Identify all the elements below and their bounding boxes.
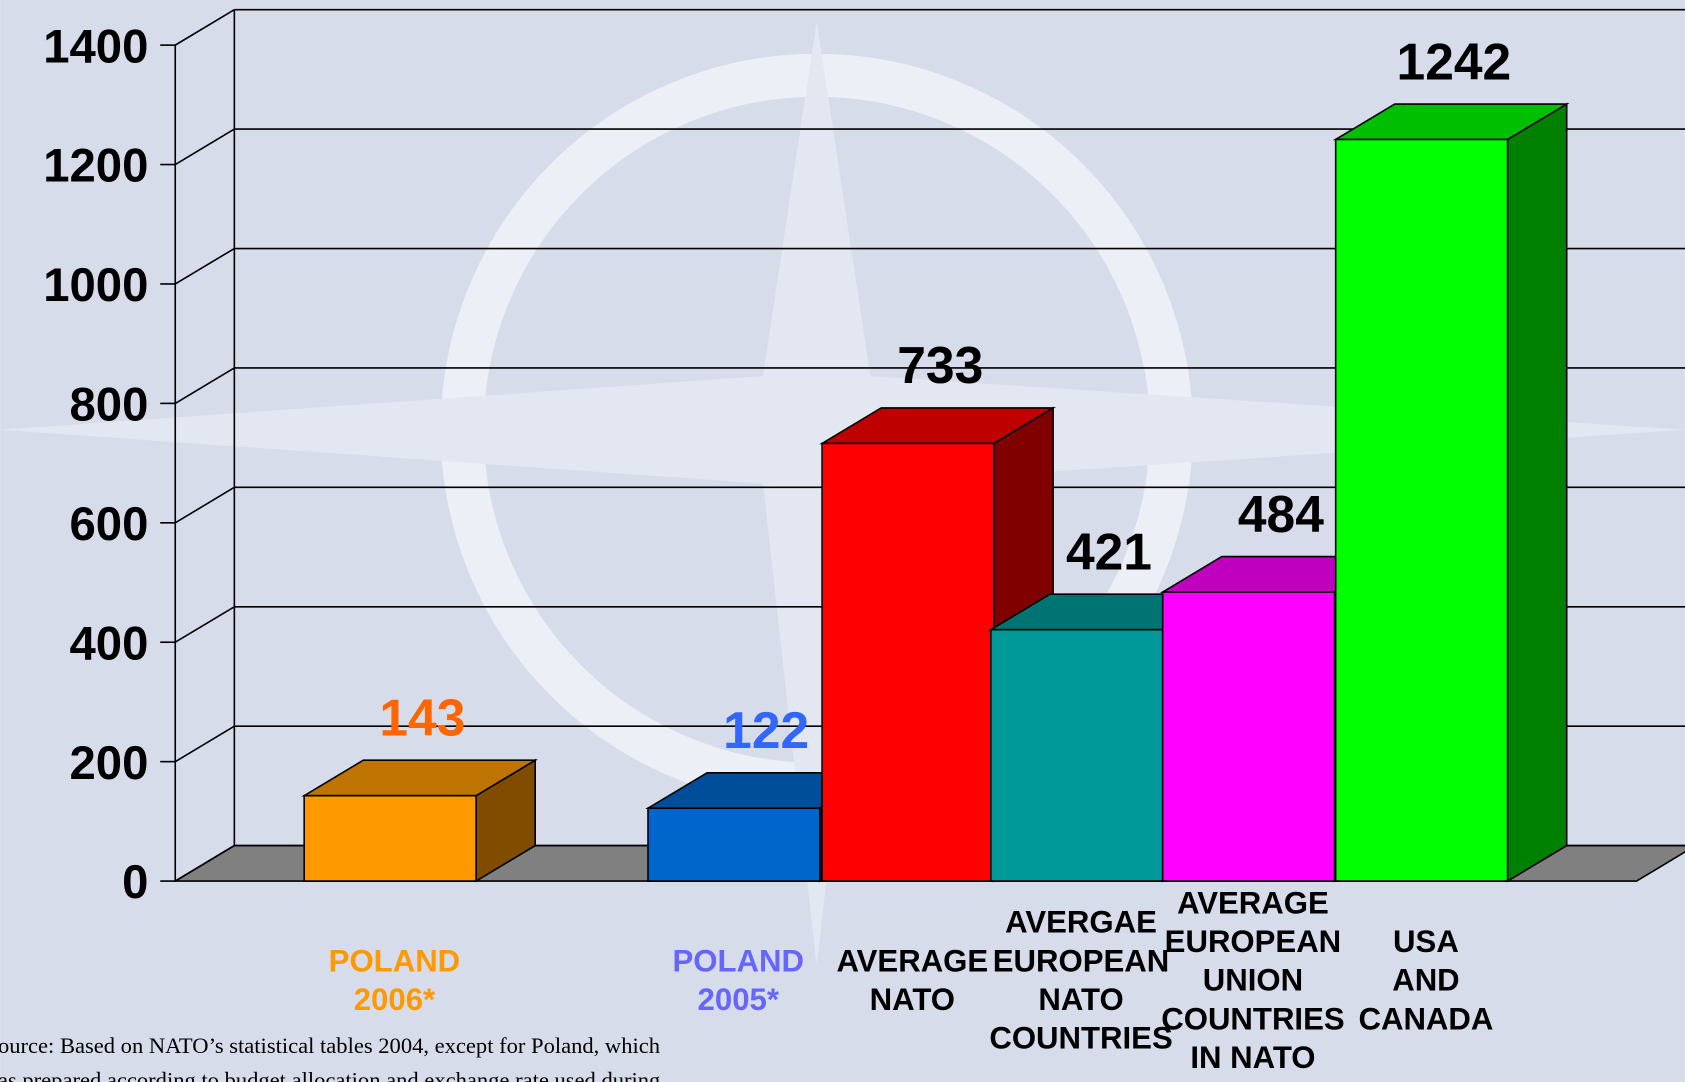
wall-diagonal [174, 247, 235, 285]
y-tick-label: 600 [70, 498, 149, 551]
wall-diagonal [174, 606, 235, 643]
bar-front [1161, 591, 1336, 882]
x-tick-label-line: AVERAGE [836, 943, 988, 978]
source-note: as prepared according to budget allocati… [0, 1067, 660, 1082]
source-note: ource: Based on NATO’s statistical table… [0, 1033, 660, 1058]
y-tick-label: 0 [122, 856, 148, 909]
x-tick-label-line: AVERAGE [1177, 885, 1329, 920]
x-tick-label-line: NATO [870, 982, 955, 1017]
value-label: 733 [897, 336, 983, 394]
bar-front [821, 442, 995, 882]
x-tick-label-line: COUNTRIES [989, 1021, 1172, 1056]
x-tick-label-line: POLAND [329, 943, 460, 978]
value-label: 484 [1238, 485, 1324, 543]
y-tick-label: 200 [70, 737, 149, 790]
bar-front [647, 807, 821, 882]
value-label: 122 [723, 701, 809, 759]
y-tick-label: 400 [70, 617, 149, 670]
x-tick-label-line: IN NATO [1190, 1040, 1315, 1075]
bar [1332, 102, 1570, 883]
x-tick-label-line: 2005* [698, 982, 780, 1017]
x-tick-label: AVERAGE NATO [836, 943, 988, 1017]
bar-front [303, 794, 477, 882]
x-tick-label-line: POLAND [673, 943, 804, 978]
x-tick-label-line: AND [1392, 963, 1459, 998]
bar [301, 758, 539, 883]
y-tick-label: 1000 [43, 259, 148, 312]
x-tick-label-line: UNION [1203, 963, 1303, 998]
x-tick-label-line: EUROPEAN [993, 943, 1169, 978]
wall-diagonal [174, 844, 235, 882]
bar-front [989, 628, 1164, 882]
value-label: 1242 [1397, 32, 1512, 90]
wall-diagonal [174, 128, 235, 166]
x-tick-label-line: EUROPEAN [1165, 924, 1342, 959]
x-tick-label: AVERAGE EUROPEAN UNION COUNTRIES IN NATO [1161, 885, 1344, 1075]
x-tick-label-line: USA [1393, 924, 1459, 959]
x-tick-label-line: AVERGAE [1005, 905, 1157, 940]
x-tick-label-line: NATO [1038, 982, 1123, 1017]
wall-diagonal [174, 486, 235, 524]
y-tick-label: 1200 [43, 140, 148, 193]
y-tick-label: 1400 [43, 20, 148, 73]
wall-diagonal [174, 367, 235, 405]
x-tick-label-line: COUNTRIES [1161, 1001, 1344, 1036]
wall-diagonal [174, 725, 235, 763]
value-label: 143 [379, 689, 465, 747]
plot-area: 0 200 400 600 800 1000 1200 1400 143 POLAND 2006* 1… [43, 8, 1685, 1075]
x-tick-label-line: CANADA [1358, 1001, 1493, 1036]
x-tick-label: USA AND CANADA [1358, 924, 1493, 1036]
x-tick-label: POLAND 2005* [673, 943, 804, 1017]
y-tick-label: 800 [70, 379, 149, 432]
value-label: 421 [1066, 523, 1152, 581]
bar-side [1506, 102, 1568, 883]
x-tick-label: AVERGAE EUROPEAN NATO COUNTRIES [989, 905, 1172, 1056]
x-tick-label-line: 2006* [354, 982, 436, 1017]
wall-diagonal [174, 8, 235, 46]
x-tick-label: POLAND 2006* [329, 943, 460, 1017]
bar-front [1334, 138, 1509, 882]
